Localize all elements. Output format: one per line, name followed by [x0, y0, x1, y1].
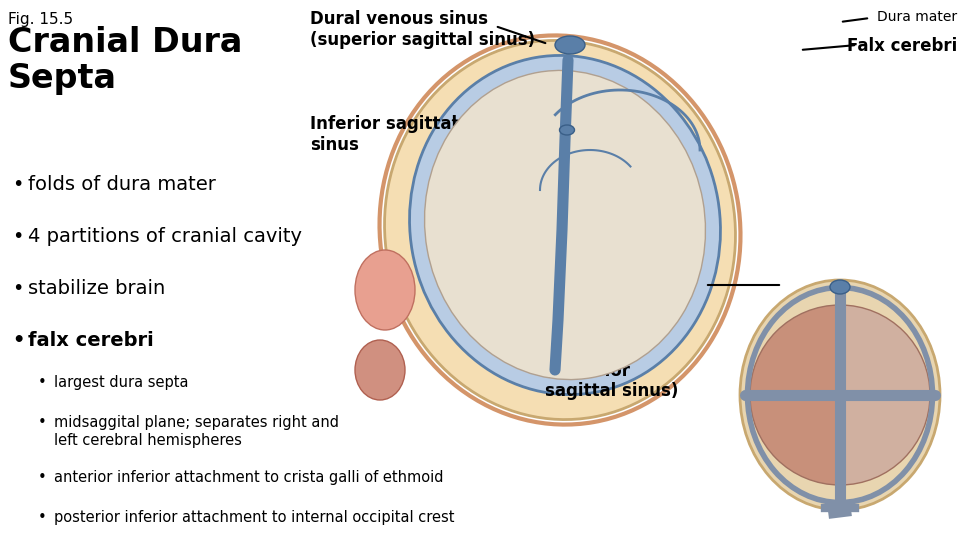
Text: Inferior sagittal
sinus: Inferior sagittal sinus [310, 115, 457, 154]
Ellipse shape [410, 56, 720, 395]
Ellipse shape [740, 280, 940, 510]
Text: Fig. 15.5: Fig. 15.5 [8, 12, 73, 27]
Text: posterior inferior attachment to internal occipital crest: posterior inferior attachment to interna… [54, 510, 454, 525]
Text: largest dura septa: largest dura septa [54, 375, 188, 390]
Ellipse shape [555, 36, 585, 54]
Ellipse shape [355, 340, 405, 400]
Text: falx cerebri: falx cerebri [28, 331, 154, 350]
Ellipse shape [385, 40, 735, 420]
Text: 4 partitions of cranial cavity: 4 partitions of cranial cavity [28, 227, 302, 246]
Text: Dura mater: Dura mater [876, 10, 957, 24]
Text: folds of dura mater: folds of dura mater [28, 175, 216, 194]
Text: •: • [12, 175, 23, 194]
Ellipse shape [560, 125, 574, 135]
Text: stabilize brain: stabilize brain [28, 279, 165, 298]
Text: •: • [38, 415, 47, 430]
Ellipse shape [424, 70, 706, 380]
Text: Dural venous
sinus
(superior
sagittal sinus): Dural venous sinus (superior sagittal si… [545, 320, 679, 400]
Wedge shape [840, 305, 930, 485]
Text: •: • [38, 510, 47, 525]
Text: anterior inferior attachment to crista galli of ethmoid: anterior inferior attachment to crista g… [54, 470, 444, 485]
Text: midsaggital plane; separates right and
left cerebral hemispheres: midsaggital plane; separates right and l… [54, 415, 339, 448]
Text: Falx cerebri: Falx cerebri [847, 37, 957, 55]
Text: Dural venous sinus
(superior sagittal sinus): Dural venous sinus (superior sagittal si… [310, 10, 535, 49]
Text: •: • [12, 279, 23, 298]
Ellipse shape [830, 280, 850, 294]
Text: •: • [12, 227, 23, 246]
Text: •: • [12, 331, 24, 350]
Wedge shape [750, 305, 840, 485]
Text: Cranial Dura
Septa: Cranial Dura Septa [8, 26, 242, 94]
Ellipse shape [355, 250, 415, 330]
Text: •: • [38, 375, 47, 390]
Text: •: • [38, 470, 47, 485]
